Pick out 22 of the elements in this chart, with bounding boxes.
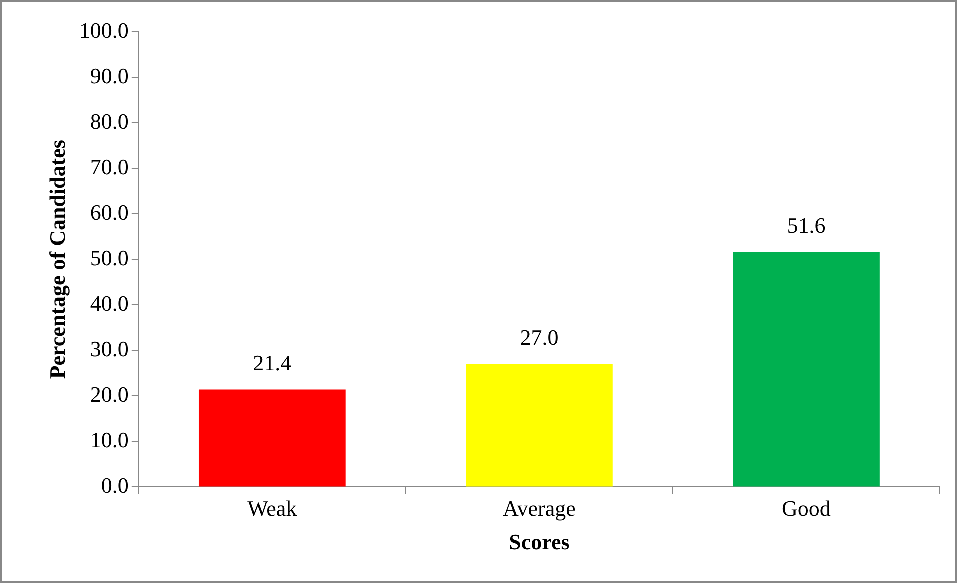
x-tick-label: Good xyxy=(782,496,831,522)
y-tick-label: 60.0 xyxy=(90,200,129,225)
y-tick-label: 20.0 xyxy=(90,382,129,407)
data-label: 21.4 xyxy=(253,350,292,376)
x-tick-label: Weak xyxy=(248,496,298,522)
y-tick-label: 40.0 xyxy=(90,290,129,316)
y-tick-label: 0.0 xyxy=(101,472,129,498)
y-tick-label: 10.0 xyxy=(90,427,129,452)
bar xyxy=(466,364,613,487)
bar xyxy=(733,252,880,487)
y-tick-label: 80.0 xyxy=(90,108,129,134)
y-axis-title: Percentage of Candidates xyxy=(44,140,70,380)
y-tick-label: 70.0 xyxy=(90,154,129,180)
y-tick-label: 90.0 xyxy=(90,63,129,88)
y-tick-label: 50.0 xyxy=(90,245,129,270)
y-tick-label: 100.0 xyxy=(79,18,129,43)
y-tick-label: 30.0 xyxy=(90,336,129,362)
bar xyxy=(198,390,346,487)
data-label: 27.0 xyxy=(520,325,559,350)
x-axis-title: Scores xyxy=(509,529,570,554)
x-tick-label: Average xyxy=(503,496,576,522)
data-label: 51.6 xyxy=(787,213,826,238)
